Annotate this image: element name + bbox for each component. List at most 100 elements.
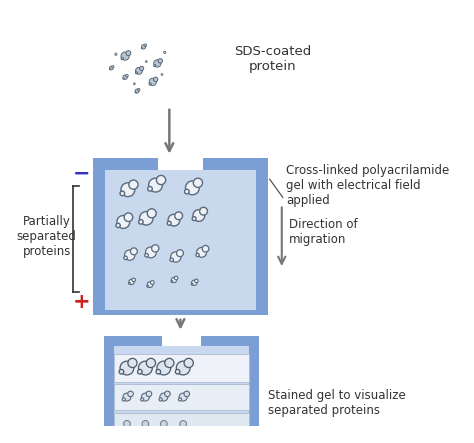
- Circle shape: [175, 369, 180, 374]
- Circle shape: [171, 277, 177, 283]
- Circle shape: [126, 74, 128, 77]
- Circle shape: [197, 248, 207, 257]
- Circle shape: [126, 51, 131, 56]
- Circle shape: [112, 66, 114, 68]
- Circle shape: [148, 187, 152, 191]
- Circle shape: [130, 248, 137, 255]
- Circle shape: [141, 393, 149, 401]
- Bar: [114, 384, 248, 410]
- Circle shape: [150, 280, 154, 284]
- Circle shape: [124, 213, 133, 222]
- Circle shape: [109, 66, 113, 70]
- Circle shape: [176, 250, 183, 256]
- Circle shape: [123, 393, 131, 401]
- Circle shape: [149, 83, 151, 85]
- Circle shape: [120, 191, 125, 196]
- Circle shape: [196, 253, 199, 256]
- Circle shape: [159, 398, 162, 401]
- Circle shape: [170, 258, 173, 261]
- Circle shape: [193, 178, 202, 187]
- Circle shape: [184, 189, 189, 194]
- Circle shape: [137, 88, 140, 91]
- Circle shape: [142, 420, 149, 427]
- Circle shape: [191, 284, 193, 285]
- Circle shape: [193, 210, 205, 222]
- Circle shape: [156, 175, 165, 185]
- Circle shape: [121, 57, 123, 60]
- Text: Partially
separated
proteins: Partially separated proteins: [17, 215, 77, 258]
- Circle shape: [167, 222, 171, 225]
- Circle shape: [147, 209, 156, 218]
- Circle shape: [124, 420, 130, 427]
- Circle shape: [123, 75, 128, 80]
- Circle shape: [133, 83, 135, 85]
- Circle shape: [180, 420, 187, 427]
- Circle shape: [119, 369, 124, 374]
- Bar: [114, 346, 248, 443]
- Circle shape: [128, 358, 137, 368]
- Circle shape: [157, 361, 171, 375]
- Bar: [104, 336, 259, 443]
- Circle shape: [195, 279, 198, 283]
- Circle shape: [192, 217, 196, 221]
- Text: Stained gel to visualize
separated proteins: Stained gel to visualize separated prote…: [268, 389, 406, 417]
- Circle shape: [147, 285, 149, 287]
- Bar: [105, 171, 256, 311]
- Circle shape: [200, 207, 208, 215]
- Circle shape: [125, 250, 135, 260]
- Text: SDS-coated
protein: SDS-coated protein: [234, 45, 311, 73]
- Circle shape: [156, 369, 161, 374]
- Circle shape: [149, 178, 163, 192]
- Circle shape: [144, 44, 146, 47]
- Circle shape: [123, 78, 124, 79]
- Circle shape: [175, 212, 182, 220]
- Circle shape: [171, 280, 173, 282]
- Circle shape: [129, 180, 138, 189]
- Circle shape: [136, 72, 137, 74]
- Circle shape: [128, 282, 130, 284]
- Circle shape: [116, 223, 120, 228]
- Circle shape: [164, 51, 166, 54]
- Circle shape: [164, 391, 170, 396]
- Circle shape: [120, 361, 134, 375]
- Bar: [158, 158, 202, 180]
- Bar: [202, 158, 268, 180]
- Circle shape: [139, 220, 143, 224]
- Circle shape: [146, 391, 152, 396]
- Circle shape: [117, 215, 130, 229]
- Circle shape: [141, 47, 143, 49]
- Circle shape: [138, 361, 152, 375]
- Circle shape: [160, 420, 167, 427]
- Circle shape: [135, 92, 136, 93]
- Circle shape: [136, 67, 142, 74]
- Circle shape: [165, 358, 174, 368]
- Circle shape: [122, 398, 125, 401]
- Bar: [93, 158, 268, 315]
- Circle shape: [115, 53, 117, 55]
- Text: +: +: [73, 292, 91, 312]
- Circle shape: [154, 60, 161, 67]
- Circle shape: [139, 211, 153, 225]
- Circle shape: [179, 393, 187, 401]
- Circle shape: [161, 74, 163, 75]
- Circle shape: [176, 361, 190, 375]
- Circle shape: [129, 279, 134, 284]
- Circle shape: [121, 183, 135, 197]
- Circle shape: [178, 398, 182, 401]
- Circle shape: [184, 391, 190, 396]
- Circle shape: [132, 278, 136, 282]
- Circle shape: [140, 66, 144, 70]
- Circle shape: [146, 247, 156, 258]
- Circle shape: [154, 65, 156, 67]
- Circle shape: [152, 245, 159, 252]
- Circle shape: [145, 253, 148, 257]
- Circle shape: [146, 61, 147, 62]
- Circle shape: [147, 282, 153, 288]
- Circle shape: [141, 45, 146, 49]
- Circle shape: [124, 256, 128, 260]
- Bar: [162, 336, 201, 354]
- Circle shape: [174, 276, 178, 280]
- Bar: [114, 354, 248, 382]
- Circle shape: [109, 69, 110, 70]
- Circle shape: [191, 280, 197, 285]
